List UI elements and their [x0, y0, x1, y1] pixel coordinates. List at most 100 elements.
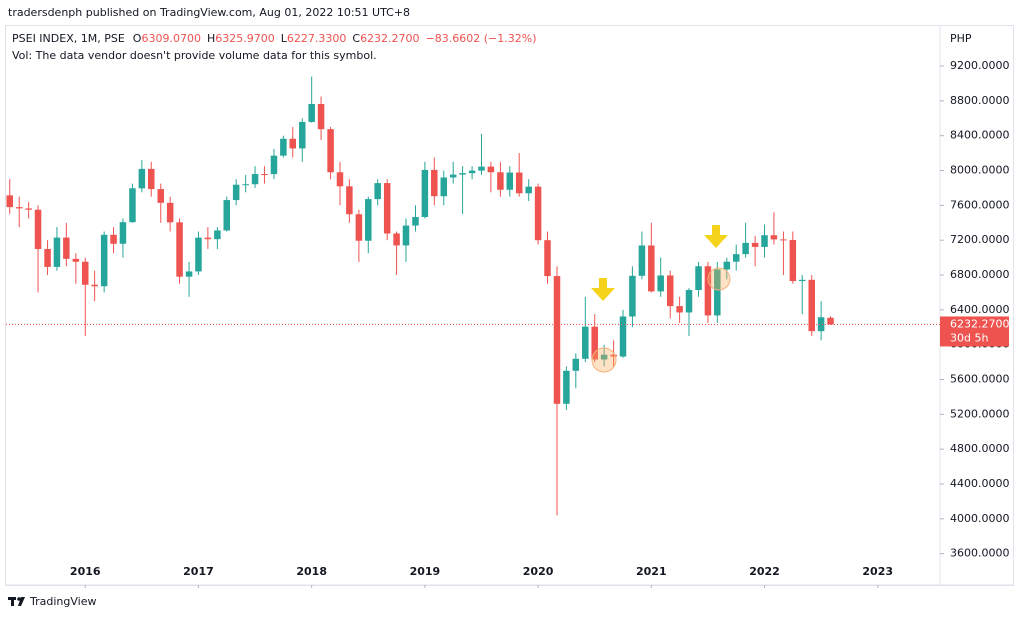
x-tick-label: 2016	[70, 565, 101, 578]
candle-body	[704, 266, 712, 316]
candle-body	[242, 184, 249, 186]
last-price-badge	[940, 316, 1009, 347]
candle-body	[6, 195, 13, 208]
candle-body	[63, 237, 70, 259]
candle-body	[761, 235, 768, 247]
legend-line: PSEI INDEX, 1M, PSE O6309.0700 H6325.9700 L…	[12, 32, 537, 45]
y-tick-label: 8800.0000	[950, 94, 1010, 107]
candle-body	[534, 186, 542, 241]
candle-body	[468, 170, 476, 174]
brand-name: TradingView	[29, 595, 96, 608]
candle-body	[459, 173, 466, 175]
candle-body	[44, 248, 51, 267]
candle-body	[648, 245, 655, 292]
x-tick-label: 2021	[636, 565, 667, 578]
candle-body	[148, 168, 155, 190]
y-tick-label: 4000.0000	[950, 512, 1010, 525]
candle-body	[695, 266, 702, 291]
candle-body	[81, 261, 89, 285]
ohlc-value: 6232.2700	[360, 32, 420, 45]
candle-body	[789, 239, 797, 282]
last-price-label: 6232.2700	[950, 317, 1010, 330]
x-tick-label: 2019	[410, 565, 441, 578]
candle-body	[638, 245, 646, 276]
candle-body	[176, 222, 183, 277]
ohlc-key: C	[352, 32, 360, 45]
candle-body	[440, 177, 448, 197]
brand-logo	[8, 597, 25, 606]
candle-body	[751, 242, 759, 247]
candle-body	[827, 317, 834, 325]
y-tick-label: 3600.0000	[950, 547, 1010, 560]
x-tick-label: 2017	[183, 565, 214, 578]
y-tick-label: 7200.0000	[950, 233, 1010, 246]
candle-body	[185, 271, 193, 277]
candle-body	[582, 326, 589, 359]
candle-body	[53, 237, 61, 267]
volume-note: Vol: The data vendor doesn't provide vol…	[12, 49, 377, 62]
candle-body	[817, 317, 825, 332]
candle-body	[232, 184, 240, 201]
candle-body	[195, 237, 202, 272]
candle-body	[610, 354, 617, 357]
candle-body	[355, 214, 363, 241]
currency: PHP	[950, 32, 972, 45]
candle-body	[572, 358, 580, 371]
candle-body	[544, 240, 551, 277]
y-tick-label: 4400.0000	[950, 477, 1010, 490]
y-tick-label: 8400.0000	[950, 129, 1010, 142]
candle-body	[280, 138, 287, 156]
candle-body	[449, 174, 457, 178]
annotation-circle	[707, 267, 731, 291]
ohlc-key: O	[133, 32, 142, 45]
candle-body	[383, 183, 391, 234]
candle-body	[100, 234, 108, 287]
candle-body	[129, 188, 136, 223]
candle-body	[525, 186, 532, 194]
candle-body	[393, 233, 400, 246]
candle-body	[657, 275, 664, 292]
candle-body	[487, 166, 495, 173]
candle-body	[119, 222, 127, 244]
candle-body	[15, 207, 23, 209]
candle-body	[374, 183, 381, 200]
ohlc-key: H	[207, 32, 215, 45]
candle-body	[25, 208, 32, 210]
candle-body	[798, 279, 806, 282]
change: −83.6602 (−1.32%)	[426, 32, 537, 45]
ohlc-value: 6309.0700	[141, 32, 201, 45]
candle-body	[591, 326, 598, 360]
candle-body	[723, 261, 731, 270]
candle-body	[289, 138, 297, 149]
candle-body	[308, 104, 315, 122]
candle-body	[780, 239, 787, 241]
candle-body	[166, 202, 174, 223]
annotation-arrow	[591, 278, 615, 301]
candle-body	[742, 242, 749, 255]
candle-body	[223, 200, 231, 231]
candle-body	[251, 174, 259, 185]
y-tick-label: 8000.0000	[950, 164, 1010, 177]
candle-body	[91, 284, 98, 287]
ohlc: O6309.0700 H6325.9700 L6227.3300 C6232.2700	[133, 32, 420, 45]
candle-body	[204, 237, 212, 240]
symbol-title: PSEI INDEX, 1M, PSE	[12, 32, 125, 45]
candle-body	[629, 275, 636, 317]
y-tick-label: 9200.0000	[950, 59, 1010, 72]
publisher-line: tradersdenph published on TradingView.co…	[8, 6, 410, 19]
candle-body	[600, 354, 608, 360]
candle-body	[327, 129, 334, 173]
candle-body	[270, 155, 278, 175]
ohlc-value: 6227.3300	[287, 32, 347, 45]
candle-body	[808, 279, 815, 332]
candle-body	[478, 166, 485, 171]
plot: 3600.0000 4000.0000 4400.0000 4800.0000 5200…	[6, 59, 1010, 588]
x-tick-label: 2020	[523, 565, 554, 578]
candle-body	[421, 169, 429, 218]
candle-body	[365, 199, 372, 241]
candle-body	[336, 172, 344, 187]
candle-body	[402, 225, 410, 246]
candle-body	[214, 230, 221, 240]
y-tick-label: 4800.0000	[950, 442, 1010, 455]
